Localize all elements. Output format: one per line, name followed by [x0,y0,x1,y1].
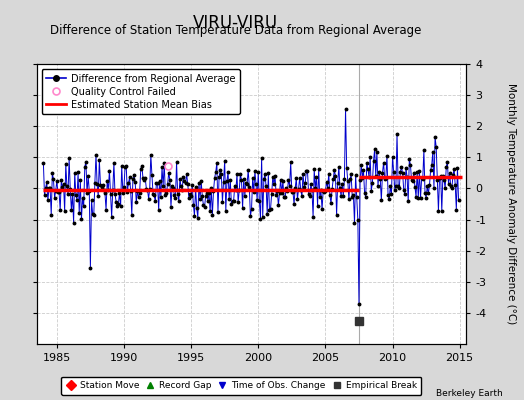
Legend: Difference from Regional Average, Quality Control Failed, Estimated Station Mean: Difference from Regional Average, Qualit… [41,69,240,114]
Y-axis label: Monthly Temperature Anomaly Difference (°C): Monthly Temperature Anomaly Difference (… [506,83,516,325]
Legend: Station Move, Record Gap, Time of Obs. Change, Empirical Break: Station Move, Record Gap, Time of Obs. C… [61,377,421,395]
Text: Berkeley Earth: Berkeley Earth [436,389,503,398]
Text: VIRU-VIRU: VIRU-VIRU [193,14,278,32]
Text: Difference of Station Temperature Data from Regional Average: Difference of Station Temperature Data f… [50,24,421,37]
